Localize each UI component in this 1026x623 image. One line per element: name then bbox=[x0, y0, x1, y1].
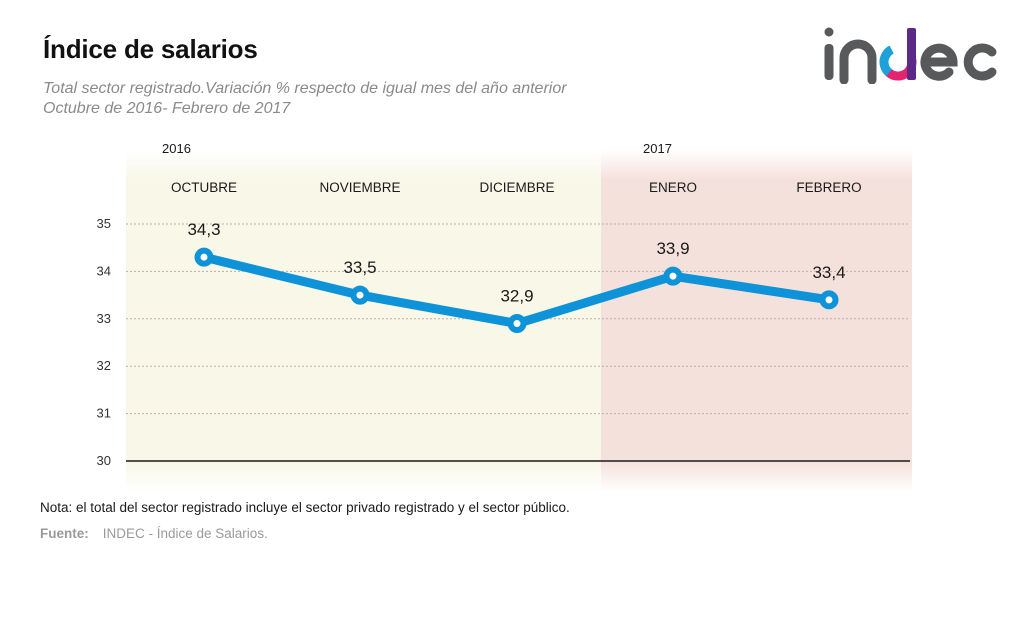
footnote: Nota: el total del sector registrado inc… bbox=[40, 500, 570, 515]
logo-i-dot bbox=[824, 27, 834, 37]
data-label: 33,5 bbox=[343, 258, 376, 277]
data-labels: 34,3 33,5 32,9 33,9 33,4 bbox=[187, 220, 845, 305]
data-label: 32,9 bbox=[500, 287, 533, 306]
data-point bbox=[663, 266, 683, 286]
series-total-sector-registrado bbox=[194, 247, 839, 334]
chart-subtitle: Total sector registrado.Variación % resp… bbox=[43, 79, 567, 119]
y-tick-label: 35 bbox=[97, 216, 111, 231]
year-panels bbox=[126, 150, 912, 492]
y-tick-label: 34 bbox=[97, 263, 111, 278]
subtitle-line-1: Total sector registrado.Variación % resp… bbox=[43, 80, 567, 97]
subtitle-line-2: Octubre de 2016- Febrero de 2017 bbox=[43, 100, 291, 117]
data-label: 34,3 bbox=[187, 220, 220, 239]
x-axis-labels: OCTUBRE NOVIEMBRE DICIEMBRE ENERO FEBRER… bbox=[171, 180, 862, 195]
logo-i-stem bbox=[824, 44, 834, 80]
source-line: Fuente: INDEC - Índice de Salarios. bbox=[40, 526, 268, 541]
panel-2017-fade-bottom bbox=[601, 462, 912, 492]
data-point bbox=[194, 247, 214, 267]
source-label: Fuente: bbox=[40, 526, 89, 541]
x-tick-label: NOVIEMBRE bbox=[319, 180, 400, 195]
x-tick-label: OCTUBRE bbox=[171, 180, 237, 195]
x-tick-label: FEBRERO bbox=[796, 180, 861, 195]
logo-n bbox=[839, 39, 877, 84]
data-point bbox=[819, 290, 839, 310]
data-point bbox=[350, 285, 370, 305]
panel-2016-fade-top bbox=[126, 150, 601, 180]
x-tick-label: ENERO bbox=[649, 180, 697, 195]
indec-logo bbox=[824, 27, 997, 84]
logo-c bbox=[963, 43, 997, 81]
data-label: 33,9 bbox=[656, 239, 689, 258]
y-axis-labels: 35 34 33 32 31 30 bbox=[97, 216, 111, 468]
logo-e bbox=[920, 43, 958, 81]
year-label-2016: 2016 bbox=[162, 141, 191, 156]
data-point bbox=[507, 314, 527, 334]
panel-2017 bbox=[601, 180, 912, 462]
panel-2017-fade-top bbox=[601, 150, 912, 180]
year-label-2017: 2017 bbox=[643, 141, 672, 156]
y-tick-label: 32 bbox=[97, 358, 111, 373]
chart-title: Índice de salarios bbox=[43, 34, 258, 64]
source-text: INDEC - Índice de Salarios. bbox=[102, 526, 268, 541]
x-tick-label: DICIEMBRE bbox=[479, 180, 554, 195]
y-tick-label: 30 bbox=[97, 453, 111, 468]
data-label: 33,4 bbox=[812, 263, 845, 282]
panel-2016-fade-bottom bbox=[126, 462, 601, 492]
y-tick-label: 31 bbox=[97, 406, 111, 421]
y-tick-label: 33 bbox=[97, 311, 111, 326]
logo-d-stem bbox=[907, 28, 916, 80]
